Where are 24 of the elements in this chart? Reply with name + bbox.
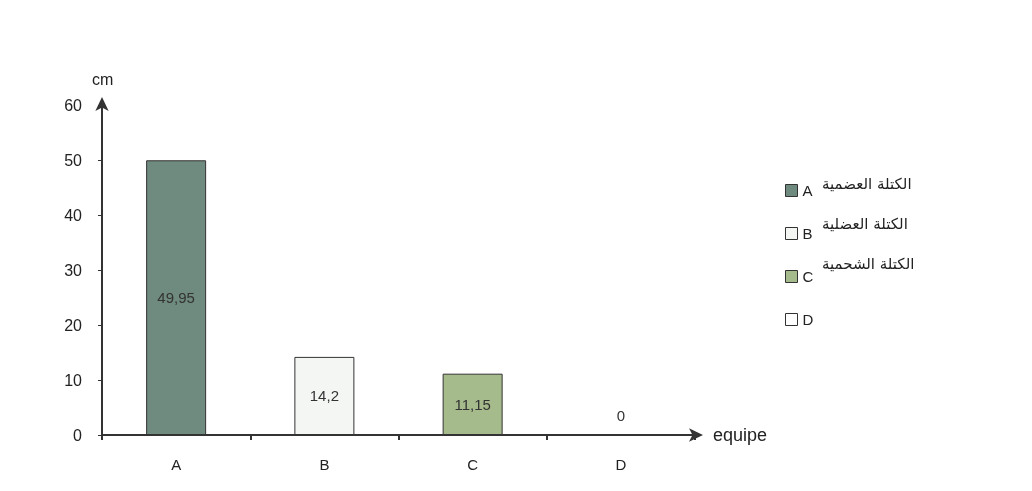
x-tick-label: C <box>467 456 479 473</box>
legend-label: A <box>802 182 813 199</box>
data-label: 11,15 <box>454 395 491 413</box>
y-tick-label: 0 <box>73 426 83 444</box>
text: الكتلة العضمية <box>822 174 912 193</box>
legend-label: C <box>802 268 814 285</box>
y-tick-label: 60 <box>64 96 83 114</box>
x-tick-label: A <box>171 456 182 473</box>
y-tick-label: 20 <box>64 316 83 334</box>
x-tick-label: D <box>615 456 627 473</box>
data-label: 0 <box>616 407 626 424</box>
y-tick-label: 30 <box>64 261 83 279</box>
legend-label: D <box>802 311 814 328</box>
y-axis-title: cm <box>92 70 114 88</box>
y-tick-label: 50 <box>64 151 83 169</box>
x-axis-title: equipe <box>713 425 768 445</box>
legend-label: B <box>802 225 813 242</box>
y-tick-label: 10 <box>64 371 83 389</box>
text: الكتلة العضلية <box>822 214 908 233</box>
data-label: 49,95 <box>157 289 195 307</box>
x-tick-label: B <box>319 456 330 473</box>
text: الكتلة الشحمية <box>822 254 915 273</box>
data-label: 14,2 <box>309 387 339 405</box>
y-tick-label: 40 <box>64 206 83 224</box>
